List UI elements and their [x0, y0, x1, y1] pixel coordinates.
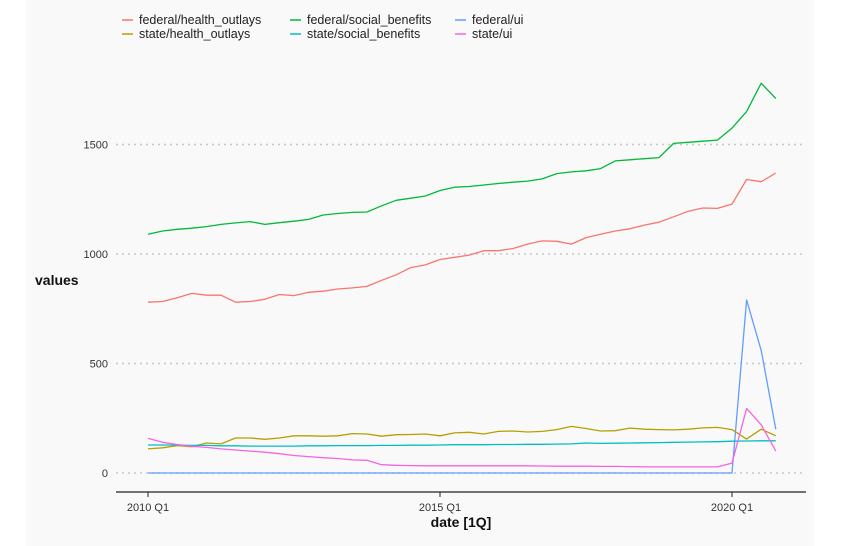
- panel-background: [26, 0, 814, 546]
- series-line: [147, 425, 777, 450]
- y-tick-label: 500: [90, 359, 108, 371]
- y-tick-label: 1500: [84, 140, 108, 152]
- series-line: [147, 172, 777, 303]
- series-line: [148, 440, 776, 447]
- legend: federal/health_outlays federal/social_ben…: [122, 13, 523, 41]
- y-tick-label: 1000: [84, 249, 108, 261]
- y-tick-label: 0: [102, 468, 108, 480]
- series-line: [147, 407, 777, 468]
- legend-label: federal/ui: [472, 13, 523, 27]
- y-axis-title: values: [35, 272, 79, 288]
- legend-label: federal/health_outlays: [139, 13, 261, 27]
- series-line: [147, 82, 777, 235]
- x-tick-label: 2015 Q1: [419, 502, 461, 514]
- x-tick-label: 2010 Q1: [127, 502, 169, 514]
- x-axis-title: date [1Q]: [431, 514, 492, 530]
- series-line: [148, 299, 777, 474]
- series-lines: [147, 82, 777, 474]
- legend-label: federal/social_benefits: [307, 13, 431, 27]
- legend-label: state/social_benefits: [307, 27, 420, 41]
- legend-label: state/ui: [472, 27, 512, 41]
- x-tick-label: 2020 Q1: [711, 502, 753, 514]
- y-axis-ticks: 0 500 1000 1500: [84, 140, 108, 481]
- legend-label: state/health_outlays: [139, 27, 250, 41]
- x-axis-ticks: 2010 Q1 2015 Q1 2020 Q1: [127, 492, 753, 514]
